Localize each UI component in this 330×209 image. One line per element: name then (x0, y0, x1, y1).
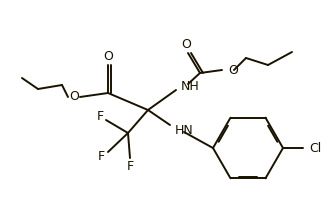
Text: O: O (181, 38, 191, 51)
Text: HN: HN (175, 124, 194, 136)
Text: NH: NH (181, 80, 200, 93)
Text: F: F (97, 150, 105, 163)
Text: O: O (103, 51, 113, 64)
Text: O: O (228, 64, 238, 76)
Text: F: F (126, 159, 134, 172)
Text: Cl: Cl (309, 141, 321, 154)
Text: F: F (96, 110, 104, 122)
Text: O: O (69, 90, 79, 103)
